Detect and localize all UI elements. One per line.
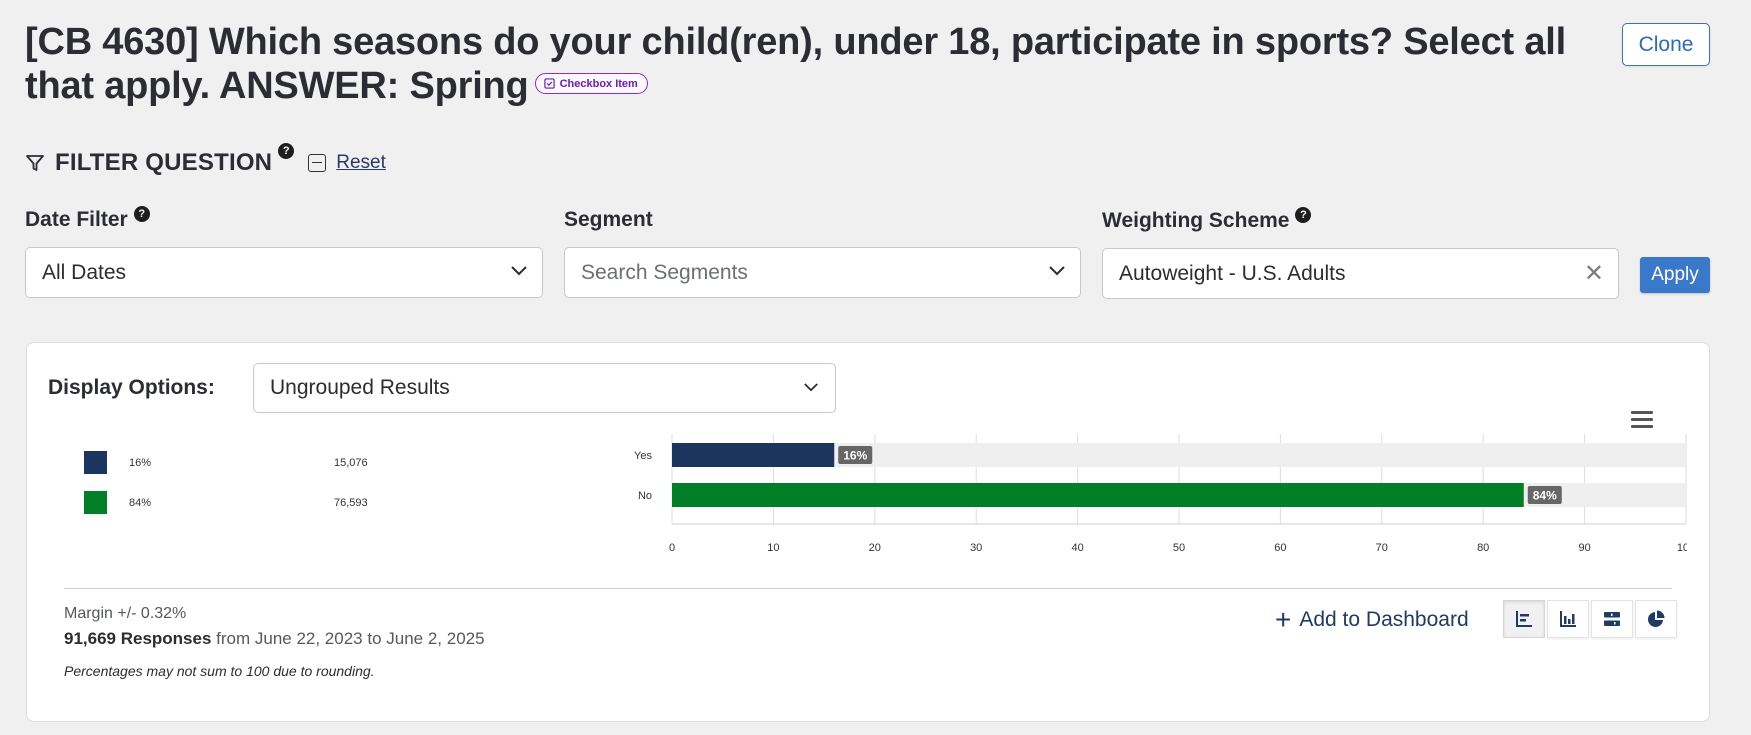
collapse-icon[interactable] (308, 154, 327, 172)
vertical-bar-chart-button[interactable] (1547, 600, 1589, 638)
vertical-bar-icon (1560, 611, 1576, 627)
stacked-bar-icon (1604, 612, 1620, 626)
responses-date-range: from June 22, 2023 to June 2, 2025 (211, 629, 485, 648)
x-tick-label: 80 (1477, 542, 1489, 554)
filter-question-heading: FILTER QUESTION (55, 149, 273, 176)
segment-placeholder: Search Segments (581, 260, 748, 284)
question-type-badge: Checkbox Item (534, 73, 648, 94)
chevron-down-icon (511, 266, 527, 276)
pie-chart-icon (1648, 610, 1665, 627)
add-to-dashboard-button[interactable]: + Add to Dashboard (1275, 605, 1469, 635)
clone-button[interactable]: Clone (1622, 23, 1710, 66)
category-label: Yes (634, 450, 652, 462)
legend-percent: 84% (129, 496, 152, 509)
weighting-scheme-label: Weighting Scheme? (1102, 207, 1312, 233)
responses-summary: 91,669 Responses from June 22, 2023 to J… (64, 629, 485, 649)
horizontal-bar-chart-button[interactable] (1503, 600, 1545, 638)
date-filter-select[interactable]: All Dates (25, 247, 543, 298)
rounding-note: Percentages may not sum to 100 due to ro… (64, 663, 375, 679)
legend-percent: 16% (129, 456, 152, 469)
data-label-box (1527, 486, 1562, 504)
margin-of-error: Margin +/- 0.32% (64, 605, 187, 622)
checkbox-icon (543, 78, 555, 89)
pie-chart-button[interactable] (1635, 600, 1677, 638)
badge-label: Checkbox Item (559, 77, 638, 90)
reset-link[interactable]: Reset (336, 152, 386, 173)
data-label-box (838, 446, 873, 464)
category-label: No (638, 490, 652, 502)
filter-icon (26, 155, 44, 171)
x-tick-label: 0 (669, 542, 675, 554)
segment-label: Segment (564, 208, 653, 231)
data-label: 16% (843, 449, 867, 463)
filter-question-header: FILTER QUESTION ? Reset (25, 143, 386, 180)
legend-row-no: 84% 76,593 (84, 491, 368, 514)
x-tick-label: 20 (869, 542, 881, 554)
data-label: 84% (1533, 489, 1557, 503)
help-icon[interactable]: ? (133, 206, 150, 222)
display-options-select[interactable]: Ungrouped Results (253, 363, 836, 413)
date-filter-value: All Dates (42, 260, 127, 284)
results-card: Display Options: Ungrouped Results 16% 1… (26, 342, 1710, 722)
bar (672, 443, 835, 467)
display-options-value: Ungrouped Results (270, 376, 450, 399)
chart-type-switcher (1501, 600, 1677, 638)
chevron-down-icon (1049, 266, 1065, 276)
x-tick-label: 30 (970, 542, 982, 554)
chart-menu-icon[interactable] (1631, 411, 1653, 429)
help-icon[interactable]: ? (278, 143, 295, 159)
add-to-dashboard-label: Add to Dashboard (1299, 608, 1469, 631)
date-filter-label: Date Filter? (25, 206, 150, 232)
bar (672, 483, 1524, 507)
apply-button[interactable]: Apply (1640, 257, 1710, 293)
chevron-down-icon (804, 383, 818, 392)
bar-chart: 0 10 20 30 40 50 60 70 80 90 100 Yes 16% No 84% (634, 434, 1687, 554)
question-text: [CB 4630] Which seasons do your child(re… (25, 21, 1566, 107)
clear-icon[interactable]: ✕ (1583, 260, 1604, 287)
x-tick-label: 10 (767, 542, 779, 554)
divider (64, 588, 1672, 589)
page-title: [CB 4630] Which seasons do your child(re… (25, 20, 1585, 108)
responses-count: 91,669 Responses (64, 629, 212, 648)
legend-row-yes: 16% 15,076 (84, 451, 368, 474)
legend-swatch (84, 491, 107, 514)
display-options-label: Display Options: (48, 376, 215, 399)
legend-count: 76,593 (334, 496, 368, 509)
weighting-scheme-select[interactable]: Autoweight - U.S. Adults ✕ (1102, 248, 1619, 299)
plus-icon: + (1275, 604, 1292, 635)
x-tick-label: 100 (1677, 542, 1687, 554)
x-tick-label: 40 (1071, 542, 1083, 554)
horizontal-bar-icon (1516, 611, 1532, 627)
x-tick-label: 90 (1578, 542, 1590, 554)
weighting-scheme-value: Autoweight - U.S. Adults (1119, 261, 1346, 285)
help-icon[interactable]: ? (1295, 207, 1312, 223)
x-tick-label: 50 (1173, 542, 1185, 554)
legend-count: 15,076 (334, 456, 368, 469)
legend-swatch (84, 451, 107, 474)
segment-select[interactable]: Search Segments (564, 247, 1081, 298)
x-tick-label: 70 (1376, 542, 1388, 554)
x-tick-label: 60 (1274, 542, 1286, 554)
stacked-bar-chart-button[interactable] (1591, 600, 1633, 638)
